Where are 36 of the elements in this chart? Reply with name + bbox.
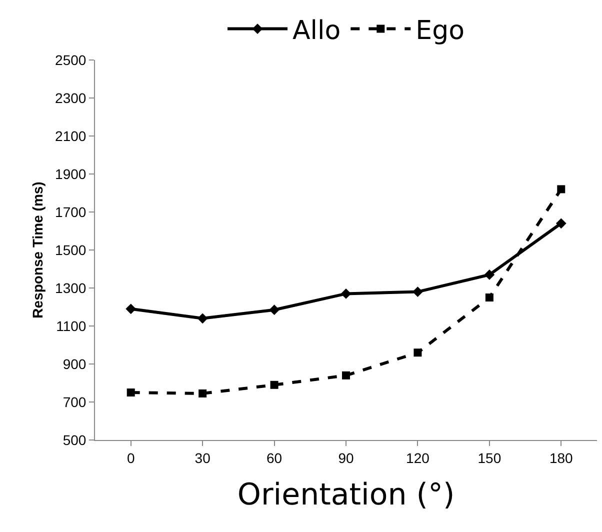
- y-tick-label: 1700: [55, 204, 86, 220]
- point: [342, 371, 350, 380]
- x-tick-label: 90: [338, 450, 354, 466]
- y-tick-label: 1100: [56, 318, 86, 334]
- point: [270, 380, 278, 389]
- y-tick-label: 2300: [55, 90, 86, 106]
- y-tick-label: 2100: [55, 128, 86, 144]
- y-tick-label: 700: [62, 394, 86, 410]
- x-tick-label: 150: [478, 450, 502, 466]
- point: [414, 348, 422, 357]
- x-tick-label: 60: [266, 450, 282, 466]
- y-tick-label: 2500: [55, 52, 86, 68]
- point: [557, 185, 566, 194]
- y-tick-label: 1900: [55, 166, 86, 182]
- y-tick-label: 1500: [55, 242, 86, 258]
- y-tick-label: 1300: [55, 280, 86, 296]
- point: [197, 313, 208, 324]
- legend-label: Ego: [416, 16, 464, 46]
- y-tick-label: 500: [62, 432, 86, 448]
- point: [269, 304, 280, 316]
- point: [126, 304, 136, 314]
- point: [412, 286, 423, 297]
- x-tick-label: 180: [549, 450, 574, 466]
- x-axis-title: Orientation (°): [237, 477, 455, 512]
- y-tick-label: 900: [62, 356, 86, 372]
- x-tick-label: 0: [126, 450, 135, 466]
- point: [485, 294, 494, 302]
- y-axis-title: Response Time (ms): [30, 182, 46, 318]
- point: [484, 270, 495, 280]
- x-tick-label: 30: [194, 450, 211, 466]
- point: [198, 389, 207, 398]
- legend-label: Allo: [292, 16, 341, 46]
- point: [340, 288, 352, 299]
- x-tick-label: 120: [406, 450, 430, 466]
- point: [126, 388, 135, 396]
- point: [556, 218, 566, 229]
